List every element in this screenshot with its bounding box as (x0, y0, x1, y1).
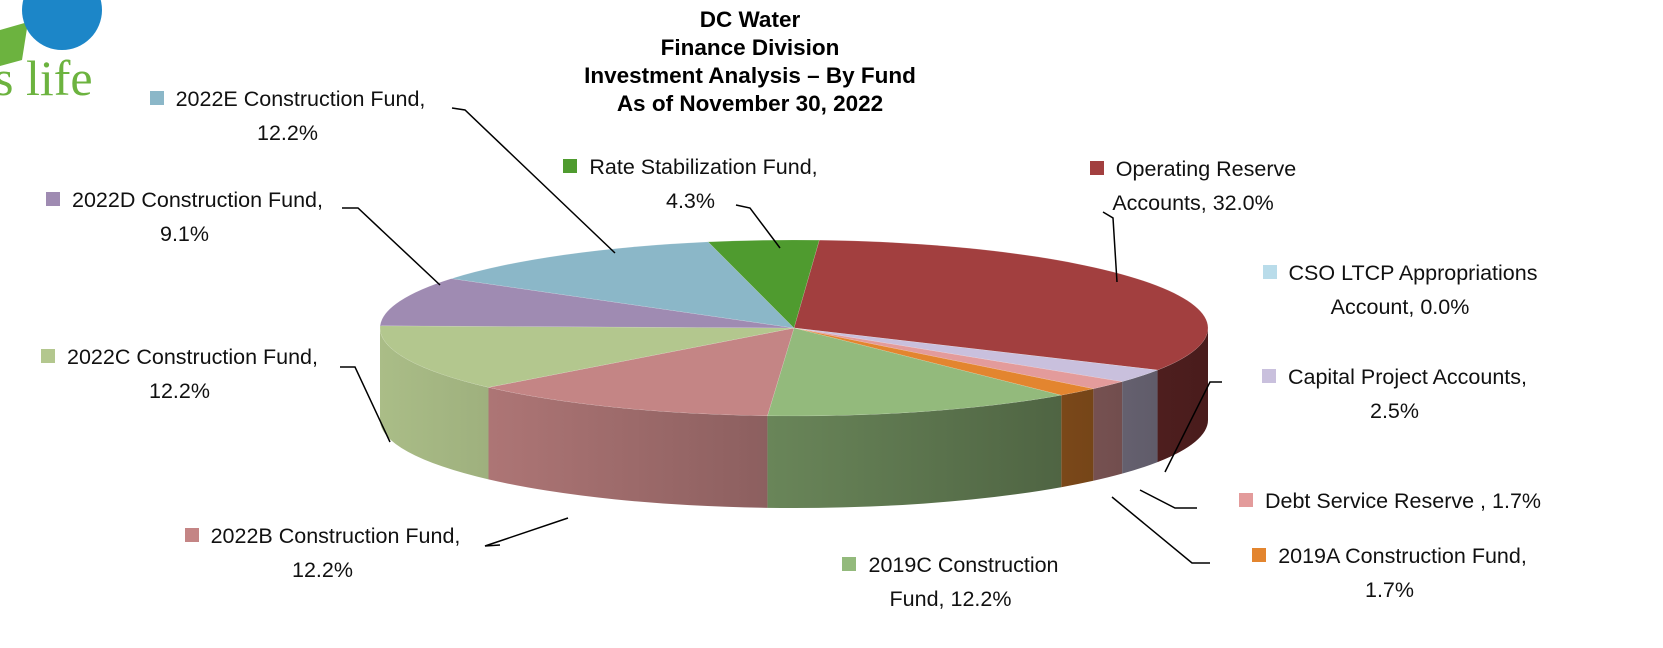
title-line: Investment Analysis – By Fund (584, 63, 916, 88)
label-marker (842, 557, 857, 571)
data-label: 2019A Construction Fund, 1.7% (1222, 539, 1557, 607)
label-value: 4.3% (665, 189, 715, 213)
label-category: Rate Stabilization Fund, (589, 155, 818, 179)
slice-top (451, 241, 795, 329)
slice-side (1157, 328, 1208, 463)
leader-line (484, 517, 569, 547)
slice-top (707, 239, 820, 329)
label-category: 2022D Construction Fund, (72, 188, 323, 212)
data-label: Debt Service Reserve , 1.7% (1205, 484, 1575, 518)
data-label: 2022C Construction Fund, 12.2% (12, 340, 347, 408)
slice-top (379, 325, 795, 388)
label-category: 2022C Construction Fund, (67, 345, 318, 369)
title-line: DC Water (699, 7, 801, 32)
slice-side (1122, 370, 1158, 474)
data-label: Capital Project Accounts, 2.5% (1232, 360, 1557, 428)
slice-top (379, 278, 795, 329)
slice-side (767, 395, 1062, 508)
slice-side (488, 387, 768, 508)
slice-top (793, 327, 1123, 390)
label-marker (1262, 265, 1277, 279)
label-value: 32.0% (1212, 191, 1274, 215)
logo-leaf (0, 22, 28, 66)
slice-top (767, 327, 1062, 417)
slice-top (488, 327, 795, 417)
slice-side (379, 328, 489, 480)
label-marker (1089, 161, 1104, 175)
label-category: 2019A Construction Fund, (1278, 544, 1527, 568)
label-category: Debt Service Reserve , (1264, 489, 1487, 513)
label-category: Operating Reserve Accounts, (1112, 157, 1297, 215)
slice-top (793, 327, 1094, 396)
label-marker (149, 91, 164, 105)
label-marker (184, 528, 199, 542)
label-value: 1.7% (1492, 489, 1542, 513)
label-value: 12.2% (292, 558, 353, 582)
label-value: 12.2% (950, 587, 1012, 611)
label-marker (563, 159, 578, 173)
slice-side (1093, 381, 1123, 481)
title-line: Finance Division (660, 35, 840, 60)
leader-line (1164, 381, 1222, 473)
label-category: Capital Project Accounts, (1287, 365, 1527, 389)
leader-line (1139, 489, 1197, 509)
data-label: 2022D Construction Fund, 9.1% (12, 183, 357, 251)
data-label: 2019C Construction Fund, 12.2% (818, 548, 1083, 616)
label-marker (1252, 548, 1267, 562)
label-category: 2019C Construction Fund, (868, 553, 1059, 611)
chart-title: DC Water Finance Division Investment Analy… (520, 6, 980, 118)
slice-top (793, 239, 1209, 371)
data-label: 2022B Construction Fund, 12.2% (155, 519, 490, 587)
label-value: 0.0% (1420, 295, 1470, 319)
data-label: CSO LTCP Appropriations Account, 0.0% (1235, 256, 1565, 324)
label-marker (1238, 493, 1253, 507)
label-value: 2.5% (1369, 399, 1419, 423)
logo-text: s life (0, 50, 93, 106)
label-marker (41, 349, 55, 363)
leader-line (1102, 211, 1118, 283)
title-line: As of November 30, 2022 (616, 91, 884, 116)
slice-top (793, 327, 1158, 382)
label-value: 12.2% (149, 379, 210, 403)
leader-line (735, 204, 781, 249)
logo-circle (22, 0, 102, 50)
data-label: Rate Stabilization Fund, 4.3% (538, 150, 843, 218)
data-label: 2022E Construction Fund, 12.2% (120, 82, 455, 150)
slice-side (1061, 388, 1094, 488)
label-category: 2022E Construction Fund, (175, 87, 426, 111)
data-label: Operating Reserve Accounts, 32.0% (1058, 152, 1328, 220)
label-value: 1.7% (1364, 578, 1414, 602)
label-value: 12.2% (257, 121, 318, 145)
leader-line (340, 366, 391, 443)
leader-line (451, 107, 616, 254)
leader-line (1111, 496, 1210, 564)
label-category: CSO LTCP Appropriations Account, (1288, 261, 1538, 319)
leader-line (342, 207, 441, 286)
label-marker (46, 192, 60, 206)
label-value: 9.1% (159, 222, 209, 246)
label-category: 2022B Construction Fund, (210, 524, 461, 548)
label-marker (1261, 369, 1276, 383)
